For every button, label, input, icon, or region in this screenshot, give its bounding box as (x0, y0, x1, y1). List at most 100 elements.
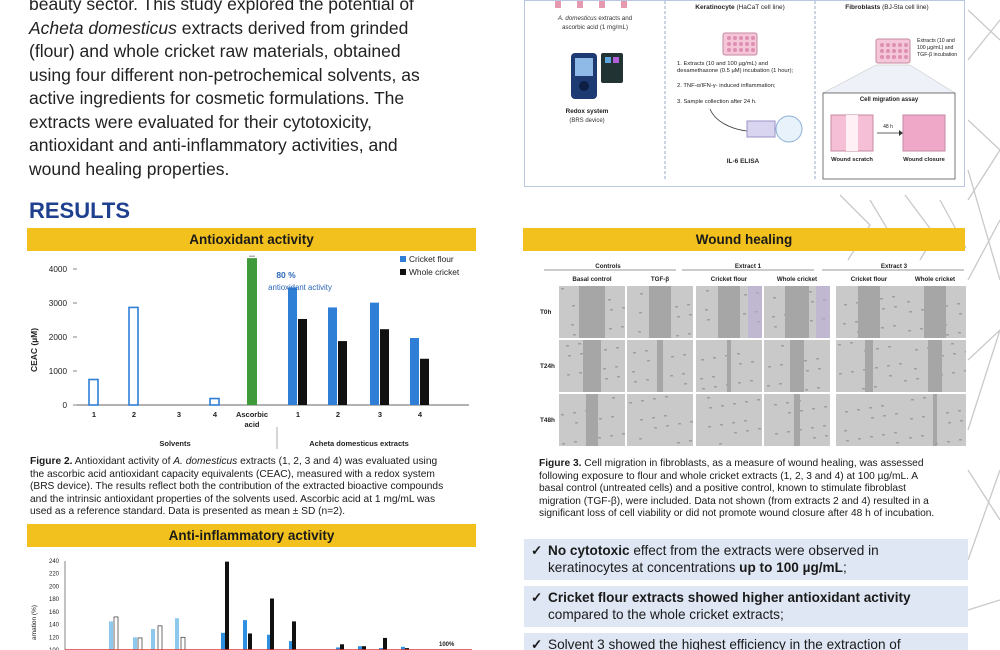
cell-texture (609, 328, 612, 330)
x-tick-label: 4 (213, 410, 218, 419)
cell-texture (896, 442, 899, 444)
cell-texture (880, 298, 883, 300)
cell-texture (561, 288, 564, 290)
col2-step2: 2. TNF-α/IFN-γ- induced inflammation; (677, 83, 776, 89)
cell-texture (665, 396, 668, 398)
caption-fig: Figure 2. (30, 456, 73, 467)
group-solvents: Solvents (159, 439, 190, 448)
cell-texture (645, 350, 648, 352)
legend-flour: Cricket flour (409, 254, 454, 264)
conclusion-bold: No cytotoxic (548, 543, 630, 558)
cell-texture (773, 297, 776, 299)
cell-texture (646, 379, 649, 381)
x-tick-label: 2 (132, 410, 136, 419)
wound-gap (727, 340, 731, 392)
intro-line: (flour) and whole cricket raw materials,… (29, 41, 401, 61)
cell-texture (598, 437, 601, 439)
cell-texture (881, 327, 884, 329)
cell-texture (863, 369, 866, 371)
cell-texture (921, 435, 924, 437)
cell-texture (733, 403, 736, 405)
cell-texture (825, 435, 828, 437)
cell-texture (677, 316, 680, 318)
micrograph-grid (559, 286, 966, 446)
bar-white (113, 616, 119, 650)
cell-texture (758, 428, 761, 430)
bar-light (109, 621, 113, 650)
caption-line: significant loss of cell viability or di… (539, 508, 935, 520)
cell-texture (844, 304, 847, 306)
conclusion-text: compared to the whole cricket extracts; (548, 607, 784, 622)
cell-texture (914, 368, 917, 370)
y-tick-label: 240 (49, 559, 60, 565)
row-label: T48h (540, 417, 555, 424)
cell-texture (779, 383, 782, 385)
micrograph (836, 394, 902, 446)
legend: Cricket flour Whole cricket (400, 254, 460, 277)
stain-overlay (816, 286, 830, 338)
cell-texture (957, 303, 960, 305)
y-axis-label-partial: amation (%) (31, 605, 38, 640)
conclusion-bold: up to 100 µg/mL (739, 560, 843, 575)
cell-texture (725, 355, 728, 357)
cell-texture (641, 400, 644, 402)
column-labels: Basal control TGF-β Cricket flour Whole cri… (572, 276, 955, 283)
cell-texture (780, 364, 783, 366)
y-tick-label: 4000 (49, 265, 68, 274)
bar-blue (358, 646, 362, 650)
bar-black (270, 598, 274, 650)
cell-texture (572, 305, 575, 307)
cell-texture (910, 418, 913, 420)
cell-texture (904, 380, 907, 382)
cell-texture (611, 416, 614, 418)
y-tick-label: 160 (49, 610, 60, 616)
intro-line: antioxidant and anti-inflammatory activi… (29, 135, 398, 155)
bar-white (157, 625, 163, 650)
caption-line: (BRS device). The results reflect both t… (30, 481, 444, 493)
arrow-icon (709, 108, 748, 132)
intro-line: Acheta domesticus extracts derived from … (29, 17, 477, 41)
bar-blue (379, 648, 383, 650)
figure3-caption: Figure 3. Cell migration in fibroblasts,… (539, 458, 966, 521)
antioxidant-chart: CEAC (µM) 0 1000 2000 3000 4000 1 2 3 4 Ascorbic… (29, 254, 469, 449)
x-tick-label: 3 (378, 410, 382, 419)
well-plate-icon (722, 32, 758, 56)
caption-line: migration (TGF-β), were included. Data n… (539, 495, 929, 507)
col3-right: Wound closure (903, 157, 946, 163)
cell-texture (915, 349, 918, 351)
cell-texture (850, 342, 853, 344)
y-tick-label: 200 (49, 584, 60, 590)
cell-texture (844, 430, 847, 432)
cell-texture (622, 307, 625, 309)
cell-texture (889, 375, 892, 377)
column-label: Basal control (572, 276, 611, 283)
cell-texture (892, 296, 895, 298)
cell-texture (571, 324, 574, 326)
x-tick-label: 2 (336, 410, 340, 419)
antioxidant-banner: Antioxidant activity (27, 228, 476, 251)
col2-step3: 3. Sample collection after 24 h. (677, 99, 757, 105)
bar-blue (243, 620, 247, 650)
micrograph (696, 394, 762, 446)
cell-texture (813, 437, 816, 439)
conclusion-item: ✓ Cricket flour extracts showed higher a… (524, 586, 968, 627)
row-label: T0h (540, 309, 551, 316)
wound-gap (586, 394, 598, 446)
cell-texture (621, 326, 624, 328)
cell-texture (941, 355, 944, 357)
cell-texture (799, 429, 802, 431)
caption-line: following exposure to flour and whole cr… (539, 470, 919, 482)
bar-blue (289, 641, 293, 650)
intro-line: active ingredients for cosmetic formulat… (29, 88, 405, 108)
row-label: T24h (540, 363, 555, 370)
cell-texture (738, 382, 741, 384)
pipette-icons (555, 1, 627, 8)
arrow-head-icon (899, 130, 903, 136)
bar-blue (267, 634, 271, 650)
cell-texture (882, 308, 885, 310)
cell-texture (750, 380, 753, 382)
col3-title-rest: (BJ-5ta cell line) (880, 4, 928, 11)
caption-line: and the intrinsic antioxidant properties… (30, 493, 436, 505)
cell-texture (612, 397, 615, 399)
row-labels: T0h T24h T48h (540, 309, 555, 424)
